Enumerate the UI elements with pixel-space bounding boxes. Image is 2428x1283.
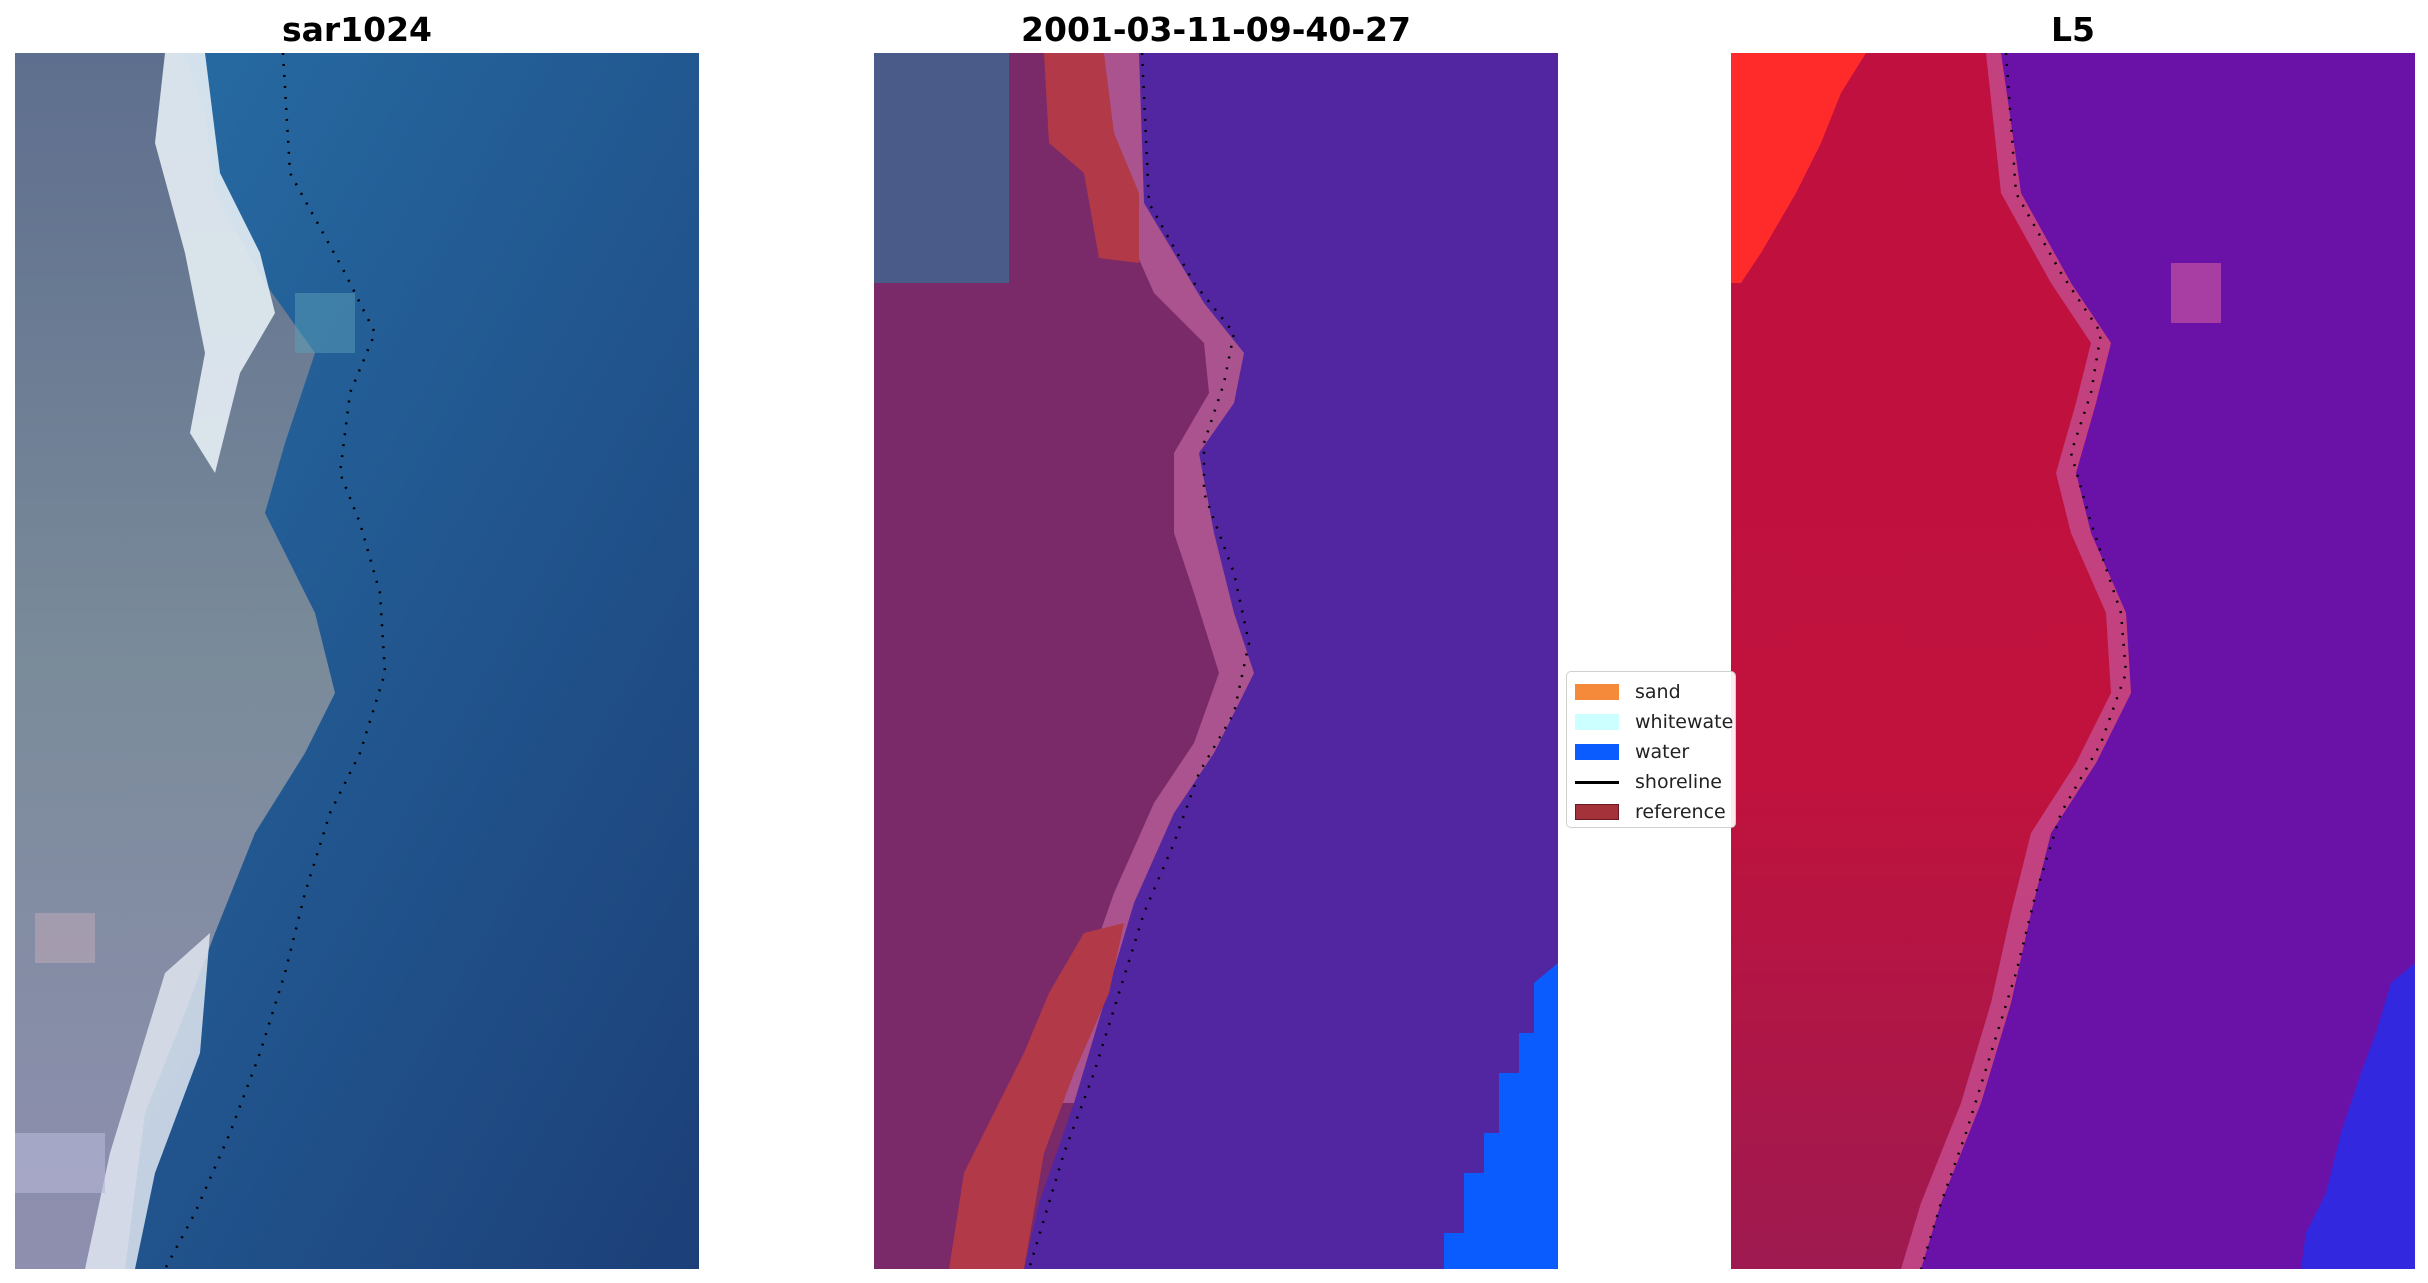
legend-item-shoreline: shoreline [1575, 770, 1722, 794]
land-index-region [1731, 53, 2131, 1269]
water-class-bright [1444, 963, 1558, 1269]
land-region [15, 53, 335, 1269]
rgb-image-panel [15, 53, 699, 1269]
panel-title-index: L5 [2051, 10, 2095, 49]
legend-item-reference: reference [1575, 800, 1726, 824]
legend-item-sand: sand [1575, 680, 1681, 704]
reference-region-south [949, 923, 1124, 1269]
legend-label: reference [1635, 801, 1726, 823]
legend-swatch-water [1575, 744, 1619, 760]
whitewater-band-south [85, 933, 210, 1269]
top-left-unclassified [874, 53, 1009, 283]
blue-index-region [2301, 963, 2415, 1269]
shoreline-line [1919, 53, 2128, 1269]
legend-item-whitewater: whitewater [1575, 710, 1736, 734]
legend-swatch-shoreline [1575, 780, 1619, 784]
shoreline-line [1027, 53, 1251, 1269]
legend-item-water: water [1575, 740, 1689, 764]
panel-title-rgb: sar1024 [281, 10, 433, 49]
legend-label: shoreline [1635, 771, 1722, 793]
legend-label: whitewater [1635, 711, 1736, 733]
classified-image-panel [874, 53, 1558, 1269]
land-class-region [874, 53, 1254, 1269]
bright-index-region [1731, 53, 1866, 283]
whitewater-band [155, 53, 275, 473]
index-image-panel [1731, 53, 2415, 1269]
sand-fringe [1054, 53, 1254, 1103]
legend-swatch-reference [1575, 804, 1619, 820]
legend-label: water [1635, 741, 1690, 763]
legend-label: sand [1635, 681, 1681, 703]
panel-title-classified: 2001-03-11-09-40-27 [1021, 10, 1411, 49]
legend-swatch-sand [1575, 684, 1619, 700]
legend: sand whitewater water shoreline referenc… [1566, 671, 1736, 828]
legend-swatch-whitewater [1575, 714, 1619, 730]
reference-region-north [1044, 53, 1139, 263]
